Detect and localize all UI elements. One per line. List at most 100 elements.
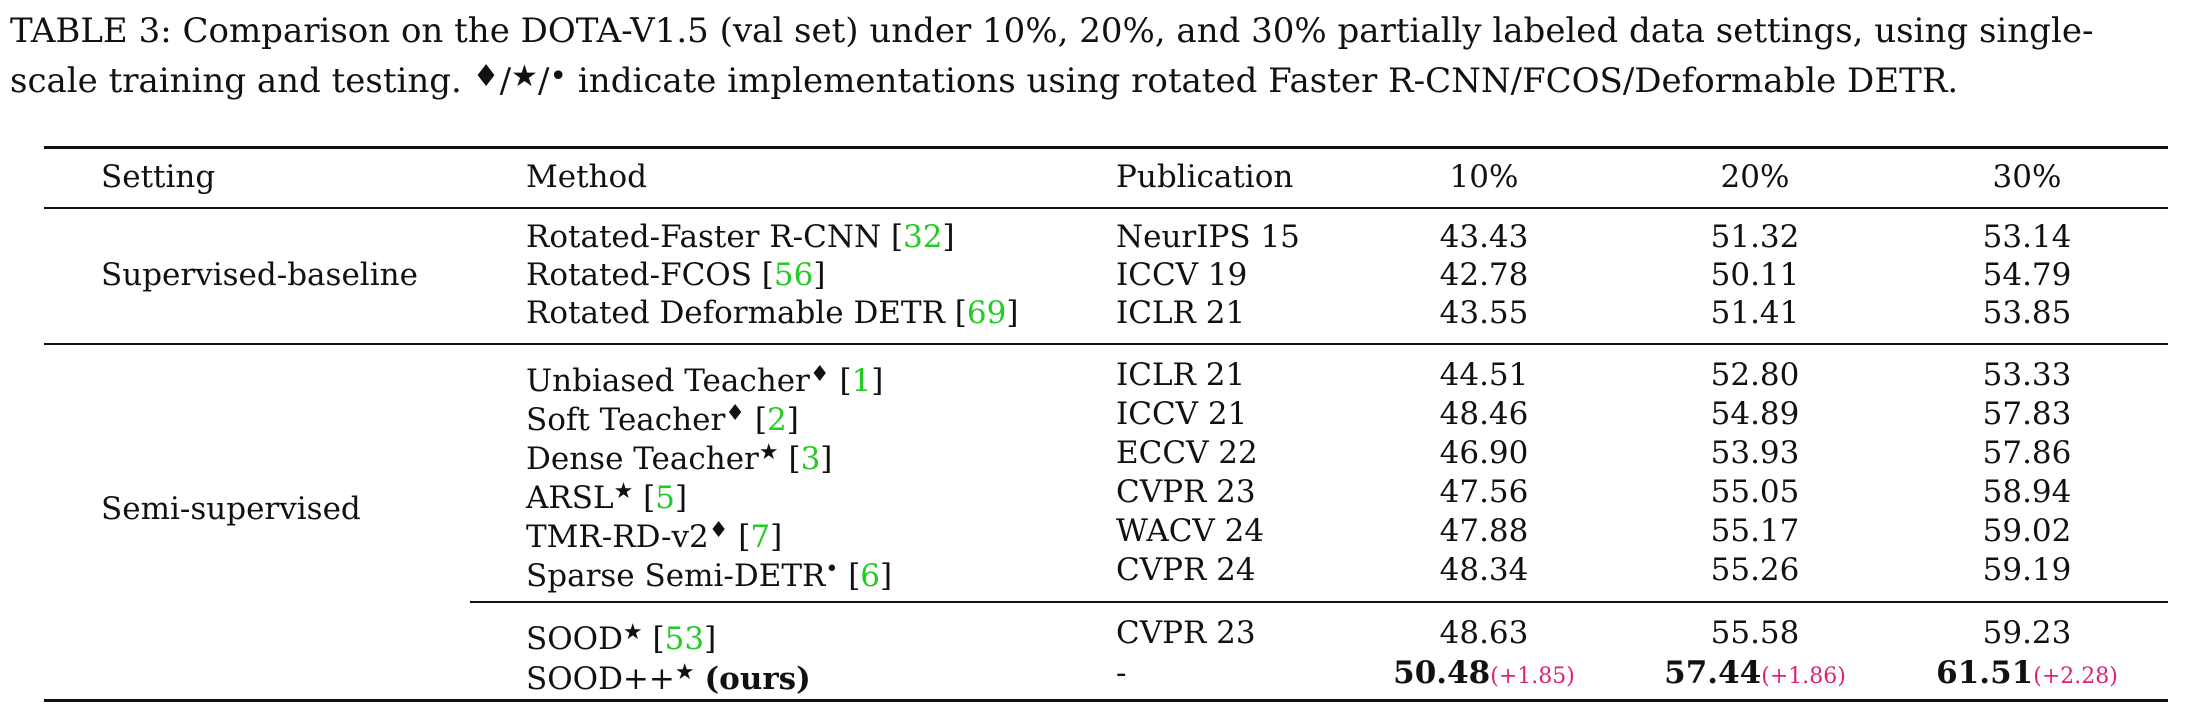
method-cell: TMR-RD-v2♦ [7] bbox=[526, 518, 783, 555]
method-symbol: ★ bbox=[622, 620, 643, 645]
method-cell: Unbiased Teacher♦ [1] bbox=[526, 362, 884, 399]
value-20-cell: 51.41 bbox=[1710, 295, 1800, 331]
method-cell: Rotated Deformable DETR [69] bbox=[526, 295, 1019, 331]
citation-link[interactable]: 7 bbox=[750, 519, 771, 555]
method-symbol: ★ bbox=[613, 479, 634, 504]
star-symbol: ★ bbox=[511, 59, 538, 94]
method-cell: Soft Teacher♦ [2] bbox=[526, 401, 799, 438]
method-cell: Rotated-FCOS [56] bbox=[526, 257, 826, 293]
value-30-cell: 58.94 bbox=[1982, 474, 2072, 510]
method-symbol: ♦ bbox=[708, 518, 729, 543]
caption-line-2: scale training and testing. ♦/★/• indica… bbox=[10, 54, 2200, 104]
citation-link[interactable]: 69 bbox=[966, 295, 1007, 331]
citation-link[interactable]: 56 bbox=[773, 257, 814, 293]
improvement-delta: (+1.86) bbox=[1761, 664, 1846, 689]
method-name: Rotated Deformable DETR bbox=[526, 295, 945, 331]
value-30-cell: 57.83 bbox=[1982, 396, 2072, 432]
value-20-cell: 54.89 bbox=[1710, 396, 1800, 432]
method-name: Dense Teacher bbox=[526, 441, 759, 477]
header-publication: Publication bbox=[1116, 159, 1294, 195]
method-name: Sparse Semi-DETR bbox=[526, 558, 826, 594]
value-20-cell: 55.17 bbox=[1710, 513, 1800, 549]
value-30-cell: 53.85 bbox=[1982, 295, 2072, 331]
method-symbol: • bbox=[825, 557, 839, 582]
method-cell: Sparse Semi-DETR• [6] bbox=[526, 557, 893, 594]
value-10-cell: 50.48(+1.85) bbox=[1374, 654, 1594, 696]
value-10-cell: 48.46 bbox=[1439, 396, 1529, 432]
publication-cell: CVPR 24 bbox=[1116, 552, 1256, 588]
value-30-cell: 57.86 bbox=[1982, 435, 2072, 471]
value-30-cell: 59.19 bbox=[1982, 552, 2072, 588]
value-20-cell: 52.80 bbox=[1710, 357, 1800, 393]
citation-link[interactable]: 6 bbox=[860, 558, 881, 594]
method-symbol: ♦ bbox=[725, 401, 746, 426]
value-10-cell: 48.63 bbox=[1439, 615, 1529, 651]
best-value: 50.48 bbox=[1393, 655, 1491, 691]
publication-cell: ICLR 21 bbox=[1116, 357, 1246, 393]
top-rule bbox=[44, 146, 2168, 149]
caption-separator: / bbox=[537, 61, 550, 101]
publication-cell: ICCV 19 bbox=[1116, 257, 1248, 293]
header-10pct: 10% bbox=[1449, 159, 1519, 195]
group-supervised-baseline: Supervised-baseline bbox=[101, 257, 418, 293]
publication-cell: ICCV 21 bbox=[1116, 396, 1248, 432]
star-symbol: ★ bbox=[674, 660, 695, 685]
header-setting: Setting bbox=[101, 159, 216, 195]
publication-cell: CVPR 23 bbox=[1116, 474, 1256, 510]
method-name: SOOD bbox=[526, 621, 623, 657]
value-20-cell: 51.32 bbox=[1710, 219, 1800, 255]
caption-text: scale training and testing. bbox=[10, 61, 473, 101]
citation-link[interactable]: 1 bbox=[851, 363, 872, 399]
best-value: 61.51 bbox=[1936, 655, 2034, 691]
value-30-cell: 53.14 bbox=[1982, 219, 2072, 255]
header-method: Method bbox=[526, 159, 648, 195]
value-10-cell: 47.88 bbox=[1439, 513, 1529, 549]
value-30-cell: 54.79 bbox=[1982, 257, 2072, 293]
method-name: ARSL bbox=[526, 480, 614, 516]
value-10-cell: 47.56 bbox=[1439, 474, 1529, 510]
citation-link[interactable]: 32 bbox=[903, 219, 943, 255]
method-symbol: ♦ bbox=[809, 362, 830, 387]
value-30-cell: 53.33 bbox=[1982, 357, 2072, 393]
value-10-cell: 46.90 bbox=[1439, 435, 1529, 471]
header-rule bbox=[44, 207, 2168, 209]
method-name: Soft Teacher bbox=[526, 402, 726, 438]
diamond-symbol: ♦ bbox=[472, 59, 500, 94]
method-symbol: ★ bbox=[758, 440, 779, 465]
method-name: SOOD++ bbox=[526, 661, 675, 697]
method-cell: Rotated-Faster R-CNN [32] bbox=[526, 219, 955, 255]
value-20-cell: 55.58 bbox=[1710, 615, 1800, 651]
method-name: Rotated-FCOS bbox=[526, 257, 752, 293]
publication-cell: ICLR 21 bbox=[1116, 295, 1246, 331]
method-name: Unbiased Teacher bbox=[526, 363, 810, 399]
citation-link[interactable]: 3 bbox=[800, 441, 821, 477]
citation-link[interactable]: 5 bbox=[655, 480, 675, 516]
improvement-delta: (+1.85) bbox=[1490, 664, 1575, 689]
value-10-cell: 44.51 bbox=[1439, 357, 1529, 393]
ours-tag: (ours) bbox=[704, 661, 811, 697]
method-name: Rotated-Faster R-CNN bbox=[526, 219, 882, 255]
citation-link[interactable]: 53 bbox=[664, 621, 705, 657]
best-value: 57.44 bbox=[1664, 655, 1762, 691]
publication-cell: - bbox=[1116, 655, 1127, 691]
ours-rule bbox=[470, 601, 2168, 603]
value-20-cell: 55.26 bbox=[1710, 552, 1800, 588]
value-10-cell: 43.43 bbox=[1439, 219, 1529, 255]
bullet-symbol: • bbox=[549, 59, 568, 94]
value-20-cell: 57.44(+1.86) bbox=[1645, 654, 1865, 696]
improvement-delta: (+2.28) bbox=[2033, 664, 2118, 689]
group-rule bbox=[44, 343, 2168, 345]
method-cell: Dense Teacher★ [3] bbox=[526, 440, 833, 477]
publication-cell: CVPR 23 bbox=[1116, 615, 1256, 651]
citation-link[interactable]: 2 bbox=[766, 402, 787, 438]
group-semi-supervised: Semi-supervised bbox=[101, 491, 361, 527]
method-cell: SOOD★ [53] bbox=[526, 620, 717, 657]
header-30pct: 30% bbox=[1992, 159, 2062, 195]
publication-cell: NeurIPS 15 bbox=[1116, 219, 1300, 255]
value-10-cell: 48.34 bbox=[1439, 552, 1529, 588]
table-caption: TABLE 3: Comparison on the DOTA-V1.5 (va… bbox=[10, 8, 2200, 104]
method-cell: ARSL★ [5] bbox=[526, 479, 688, 516]
value-20-cell: 53.93 bbox=[1710, 435, 1800, 471]
caption-line-1: TABLE 3: Comparison on the DOTA-V1.5 (va… bbox=[10, 11, 2094, 51]
publication-cell: ECCV 22 bbox=[1116, 435, 1258, 471]
